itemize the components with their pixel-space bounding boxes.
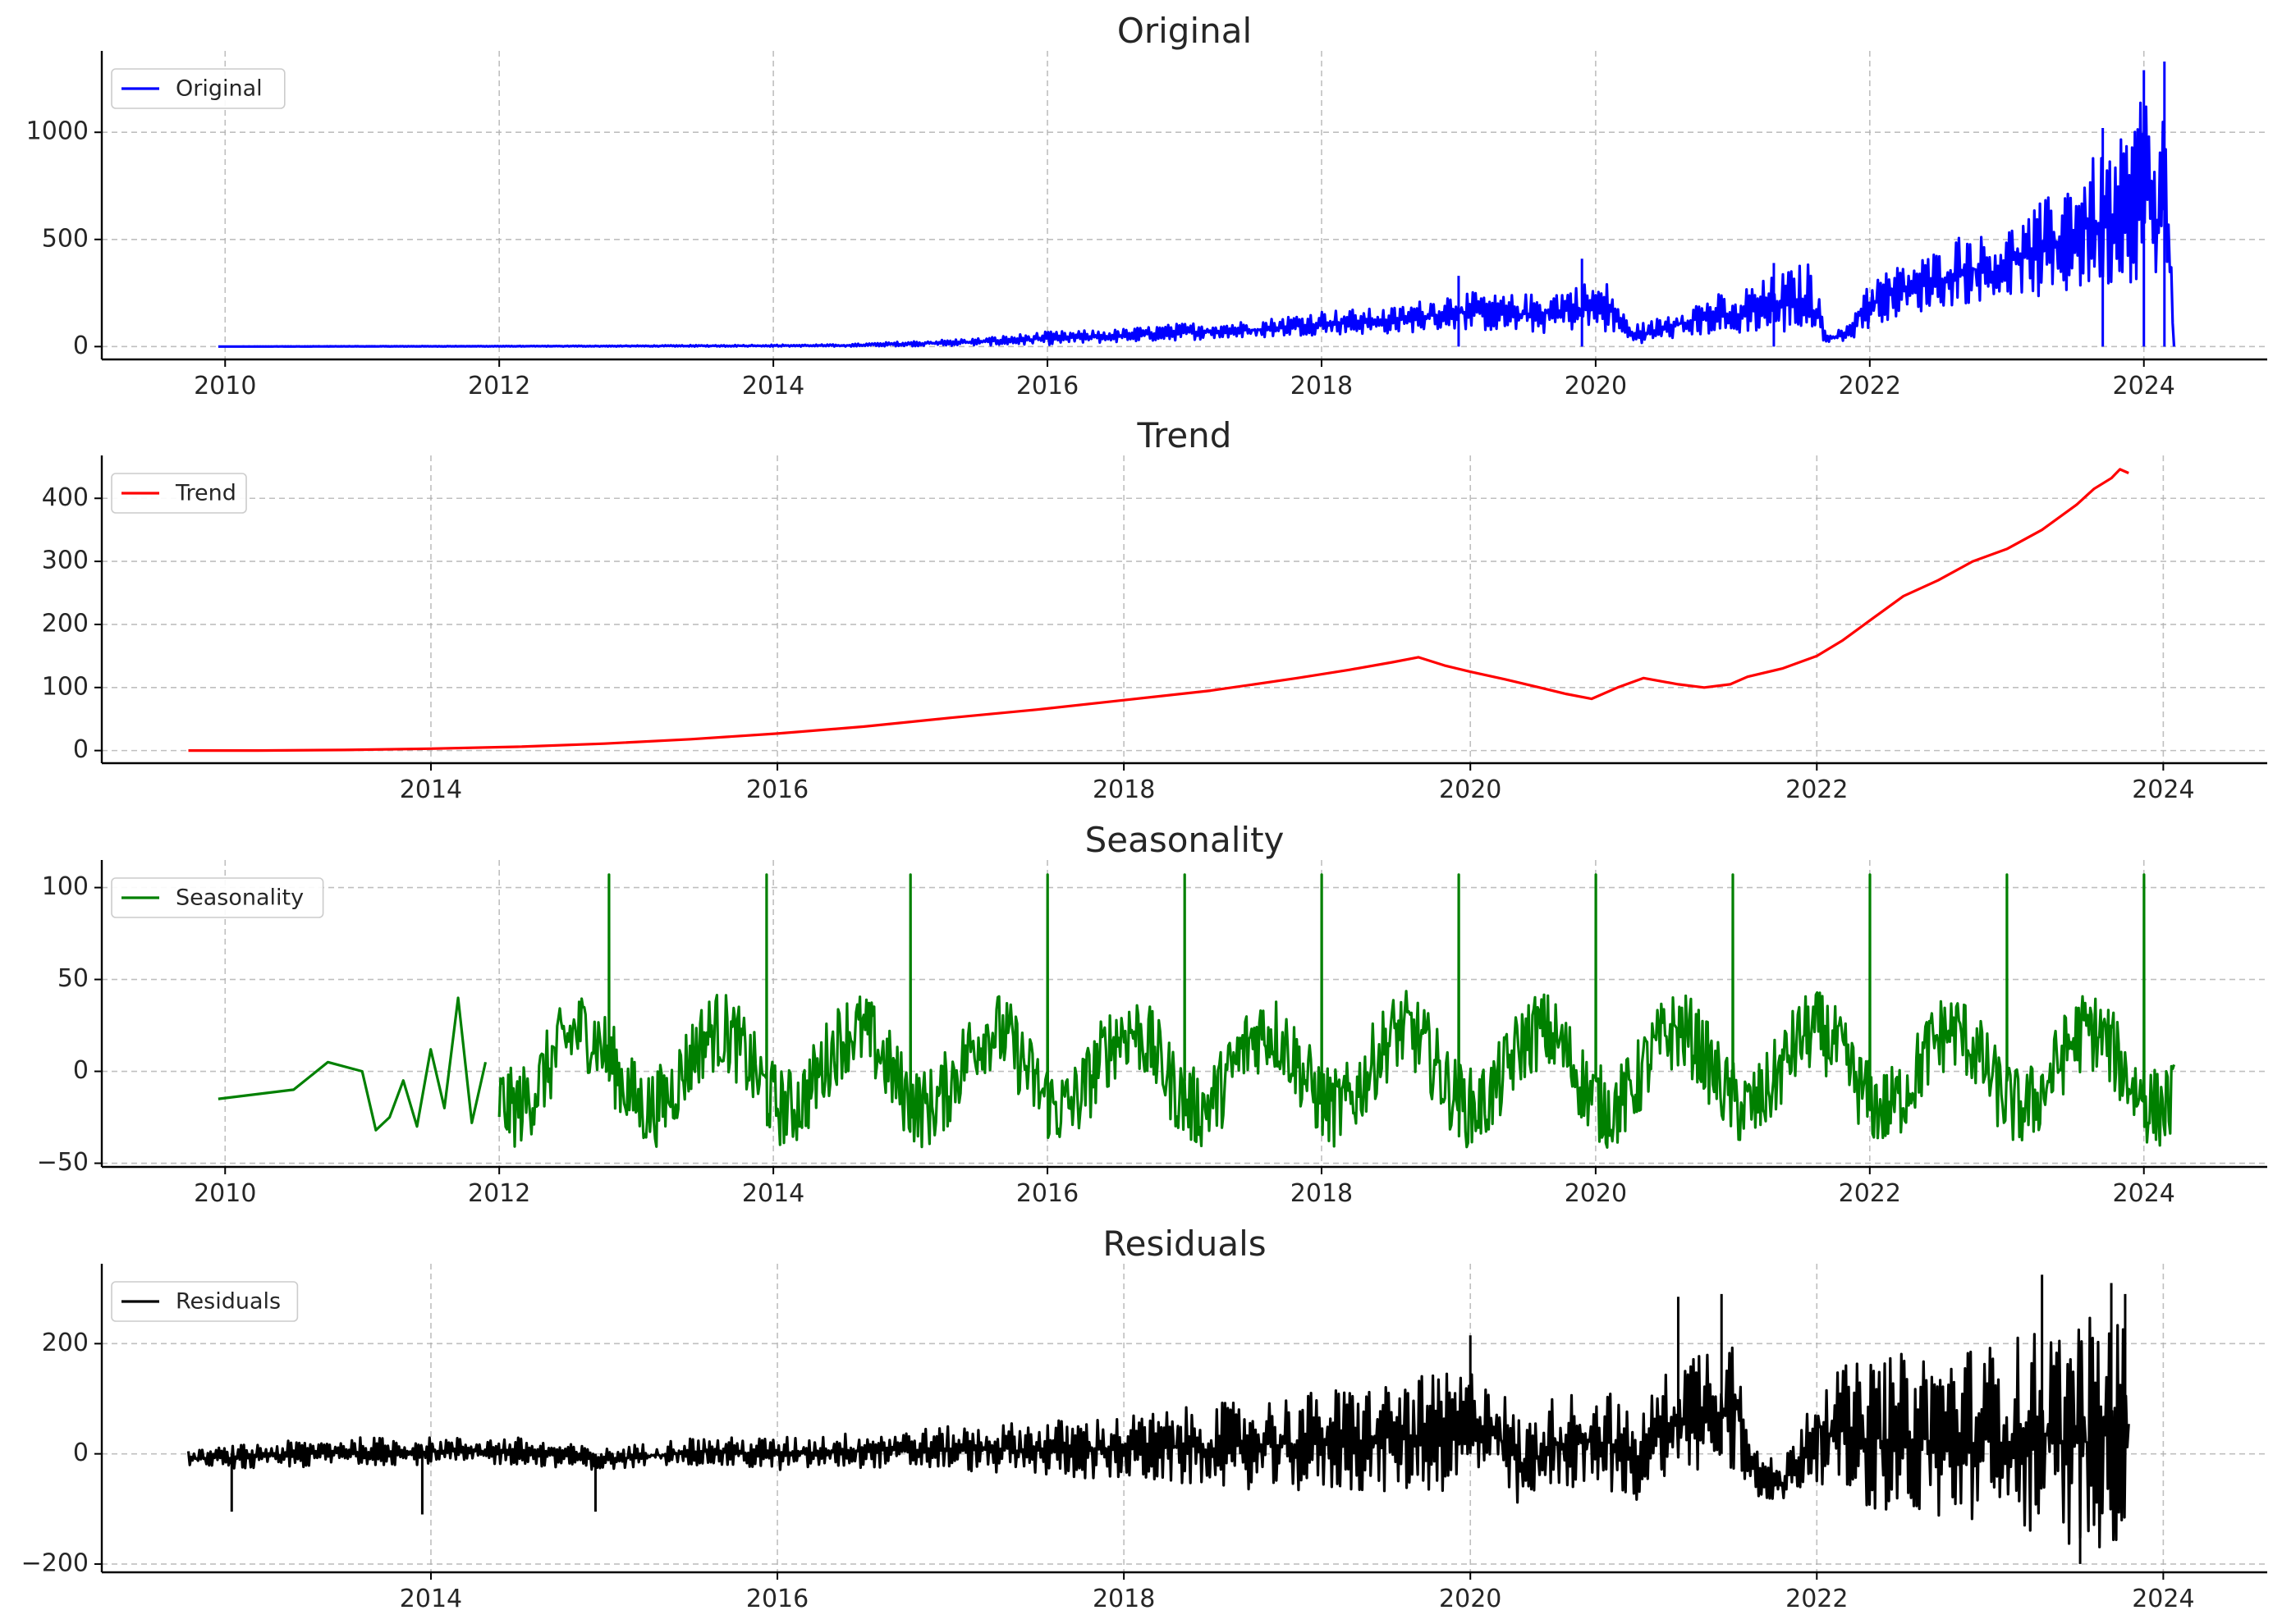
panel-seasonality-ytick-label-100: 100 <box>42 872 89 901</box>
panel-original-xtick-label-2016: 2016 <box>1016 372 1079 400</box>
panel-trend-xtick-label-2018: 2018 <box>1093 775 1155 804</box>
panel-original-xtick-label-2012: 2012 <box>468 372 530 400</box>
panel-seasonality-xtick-label-2010: 2010 <box>194 1179 256 1208</box>
panel-original-legend <box>111 68 286 109</box>
panel-trend: Trend 0 100 200 300 400 2014 2016 2018 2020 2022 20… <box>42 415 2267 804</box>
panel-trend-xtick-label-2024: 2024 <box>2132 775 2194 804</box>
panel-seasonality-series-line <box>218 996 488 1132</box>
panel-original: Original 0 500 1000 2010 2012 2014 2016 2018 2020… <box>26 11 2267 400</box>
panel-seasonality-ytick-label-0: 0 <box>73 1056 89 1085</box>
panel-seasonality-pattern-line <box>497 873 2176 1149</box>
panel-seasonality-ytick-label-50: −50 <box>37 1148 89 1177</box>
panel-original-xtick-label-2010: 2010 <box>194 372 256 400</box>
panel-trend-title: Trend <box>1137 415 1232 455</box>
panel-original-title: Original <box>1117 11 1252 51</box>
panel-seasonality-xtick-label-2018: 2018 <box>1290 1179 1353 1208</box>
panel-residuals-series-line <box>186 1316 2130 1549</box>
panel-seasonality-legend-label: Seasonality <box>176 885 304 911</box>
panel-residuals-legend <box>111 1281 299 1322</box>
panel-trend-xtick-label-2014: 2014 <box>400 775 462 804</box>
panel-seasonality-xtick-label-2024: 2024 <box>2113 1179 2175 1208</box>
panel-trend-legend-label: Trend <box>175 481 236 506</box>
panel-residuals-xtick-label-2018: 2018 <box>1093 1585 1155 1613</box>
panel-seasonality-xtick-label-2014: 2014 <box>742 1179 804 1208</box>
panel-residuals-xtick-label-2020: 2020 <box>1439 1585 1501 1613</box>
panel-seasonality-title: Seasonality <box>1085 820 1285 860</box>
panel-seasonality: Seasonality −50 0 50 100 2010 2012 2014 2016 2018… <box>37 820 2267 1208</box>
panel-residuals-ytick-label-200: −200 <box>21 1549 89 1577</box>
panel-original-xtick-label-2018: 2018 <box>1290 372 1353 400</box>
panel-trend-series-line <box>188 468 2129 753</box>
panel-seasonality-xtick-label-2022: 2022 <box>1839 1179 1901 1208</box>
panel-trend-xtick-label-2020: 2020 <box>1439 775 1501 804</box>
panel-original-xtick-label-2022: 2022 <box>1839 372 1901 400</box>
panel-original-series-line <box>218 101 2176 348</box>
panel-residuals-xtick-label-2016: 2016 <box>746 1585 809 1613</box>
panel-original-xtick-label-2014: 2014 <box>742 372 804 400</box>
panel-seasonality-legend <box>111 877 324 918</box>
panel-seasonality-xtick-label-2020: 2020 <box>1565 1179 1627 1208</box>
panel-residuals-xtick-label-2022: 2022 <box>1785 1585 1848 1613</box>
panel-residuals-xtick-label-2014: 2014 <box>400 1585 462 1613</box>
panel-trend-ytick-label-300: 300 <box>42 547 89 575</box>
panel-trend-xtick-label-2016: 2016 <box>746 775 809 804</box>
panel-residuals: Residuals −200 0 200 2014 2016 2018 2020 2022 202… <box>21 1224 2267 1613</box>
panel-trend-ytick-label-0: 0 <box>73 735 89 764</box>
panel-residuals-ytick-label-0: 0 <box>73 1439 89 1467</box>
panel-residuals-xtick-label-2024: 2024 <box>2132 1585 2194 1613</box>
panel-original-ytick-label-500: 500 <box>42 224 89 253</box>
panel-residuals-title: Residuals <box>1102 1224 1266 1264</box>
panel-residuals-legend-label: Residuals <box>176 1289 281 1315</box>
panel-trend-legend <box>111 473 247 514</box>
panel-original-legend-label: Original <box>176 76 263 102</box>
panel-seasonality-xtick-label-2012: 2012 <box>468 1179 530 1208</box>
panel-original-ytick-label-1000: 1000 <box>26 117 89 146</box>
panel-original-xtick-label-2020: 2020 <box>1565 372 1627 400</box>
panel-residuals-ytick-label-200: 200 <box>42 1329 89 1357</box>
panel-trend-xtick-label-2022: 2022 <box>1785 775 1848 804</box>
panel-original-ytick-label-0: 0 <box>73 332 89 360</box>
panel-seasonality-ytick-label-50: 50 <box>57 964 89 993</box>
panel-trend-ytick-label-100: 100 <box>42 672 89 701</box>
panel-trend-ytick-label-400: 400 <box>42 483 89 512</box>
panel-trend-ytick-label-200: 200 <box>42 609 89 638</box>
panel-seasonality-xtick-label-2016: 2016 <box>1016 1179 1079 1208</box>
panel-original-xtick-label-2024: 2024 <box>2113 372 2175 400</box>
